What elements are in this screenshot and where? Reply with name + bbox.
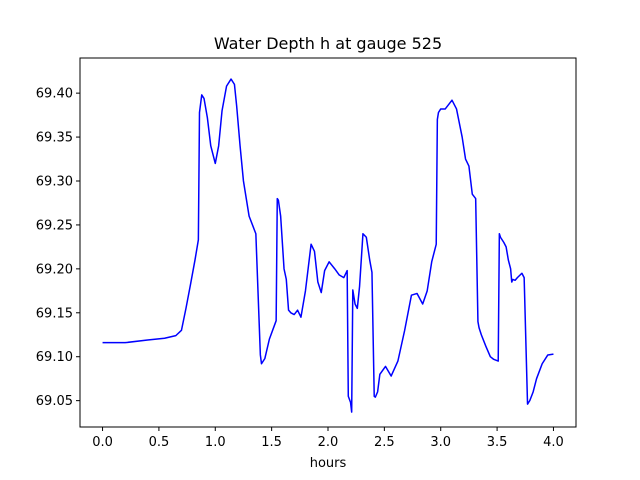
y-tick-label: 69.20: [36, 262, 73, 277]
series-line: [102, 78, 554, 413]
y-tick-label: 69.30: [36, 175, 73, 190]
chart-title: Water Depth h at gauge 525: [214, 34, 442, 53]
y-tick-label: 69.05: [36, 394, 73, 409]
x-tick-label: 1.5: [261, 435, 282, 450]
x-tick-label: 3.0: [430, 435, 451, 450]
x-tick-label: 1.0: [205, 435, 226, 450]
x-tick-label: 0.5: [149, 435, 170, 450]
x-tick-label: 2.0: [318, 435, 339, 450]
y-tick-label: 69.35: [36, 131, 73, 146]
x-tick-label: 0.0: [92, 435, 113, 450]
y-tick-label: 69.25: [36, 218, 73, 233]
plot-area-frame: [79, 57, 577, 428]
y-tick-label: 69.15: [36, 306, 73, 321]
y-axis-ticks: 69.05 69.10 69.15 69.20 69.25 69.30 69.35 69.40: [36, 87, 80, 409]
x-axis-ticks: 0.0 0.5 1.0 1.5 2.0 2.5 3.0 3.5 4.0: [92, 427, 564, 450]
y-tick-label: 69.40: [36, 87, 73, 102]
x-axis-label: hours: [310, 456, 347, 471]
x-tick-label: 2.5: [374, 435, 395, 450]
x-tick-label: 3.5: [487, 435, 508, 450]
y-tick-label: 69.10: [36, 350, 73, 365]
x-tick-label: 4.0: [543, 435, 564, 450]
